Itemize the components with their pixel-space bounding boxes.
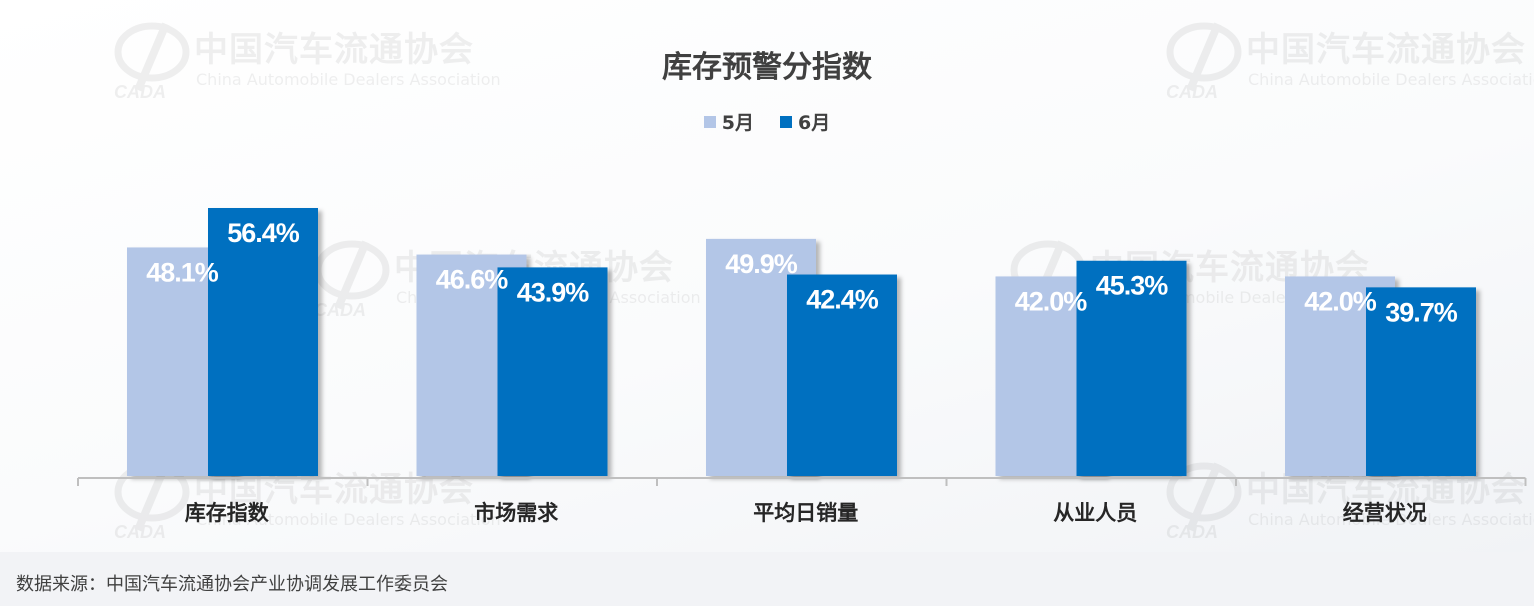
bar-june-1	[497, 267, 608, 476]
bar-june-0	[208, 208, 318, 476]
x-tick-label-2: 平均日销量	[753, 501, 858, 525]
chart-legend: 5月 6月	[0, 108, 1534, 135]
data-label-may-4: 42.0%	[1304, 286, 1377, 316]
bar-june-4	[1366, 287, 1476, 476]
x-tick-label-3: 从业人员	[1053, 501, 1137, 525]
bar-june-2	[787, 274, 897, 476]
data-label-may-1: 46.6%	[436, 265, 509, 295]
data-label-june-3: 45.3%	[1096, 271, 1169, 301]
chart-card: CADA 中国汽车流通协会 China Automobile Dealers A…	[0, 0, 1534, 552]
axis-layer	[77, 477, 1527, 486]
x-tick-label-1: 市场需求	[474, 501, 558, 525]
legend-item-may: 5月	[703, 108, 754, 135]
legend-label-may: 5月	[721, 112, 754, 134]
legend-swatch-june	[780, 115, 792, 128]
data-label-may-3: 42.0%	[1015, 286, 1088, 316]
bars-layer	[127, 208, 1476, 476]
data-label-june-1: 43.9%	[517, 277, 590, 307]
data-source-note: 数据来源：中国汽车流通协会产业协调发展工作委员会	[16, 574, 448, 595]
legend-swatch-may	[703, 115, 716, 128]
data-label-may-2: 49.9%	[725, 249, 798, 279]
legend-label-june: 6月	[798, 112, 831, 134]
labels-layer: 48.1% 56.4% 库存指数 46.6% 43.9% 市场需求 49.9% 42.4% 平均…	[146, 218, 1459, 525]
bar-june-3	[1076, 260, 1187, 476]
x-tick-label-4: 经营状况	[1343, 501, 1427, 525]
data-label-june-2: 42.4%	[806, 285, 879, 315]
data-label-may-0: 48.1%	[146, 257, 219, 287]
chart-title: 库存预警分指数	[662, 50, 872, 85]
legend-item-june: 6月	[780, 108, 830, 135]
x-tick-label-0: 库存指数	[185, 501, 270, 525]
data-label-june-4: 39.7%	[1385, 297, 1458, 327]
bar-chart: 48.1% 56.4% 库存指数 46.6% 43.9% 市场需求 49.9% 42.4% 平均…	[77, 208, 1527, 525]
data-label-june-0: 56.4%	[227, 218, 300, 248]
